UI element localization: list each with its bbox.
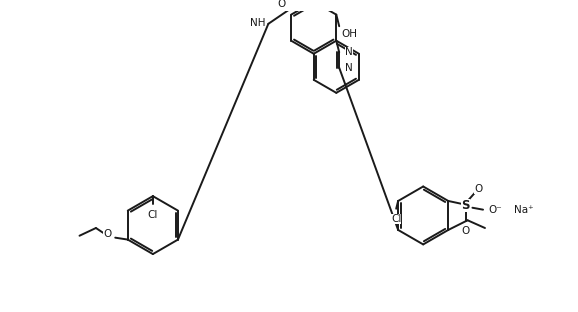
Text: O⁻: O⁻ <box>489 205 503 215</box>
Text: O: O <box>103 229 112 239</box>
Text: Cl: Cl <box>148 210 158 220</box>
Text: OH: OH <box>341 29 357 39</box>
Text: S: S <box>461 199 470 212</box>
Text: Na⁺: Na⁺ <box>514 205 533 215</box>
Text: Cl: Cl <box>391 214 401 225</box>
Text: O: O <box>474 184 482 194</box>
Text: O: O <box>278 0 286 8</box>
Text: NH: NH <box>250 18 265 28</box>
Text: N: N <box>345 47 353 57</box>
Text: N: N <box>345 63 353 73</box>
Text: O: O <box>462 226 470 236</box>
